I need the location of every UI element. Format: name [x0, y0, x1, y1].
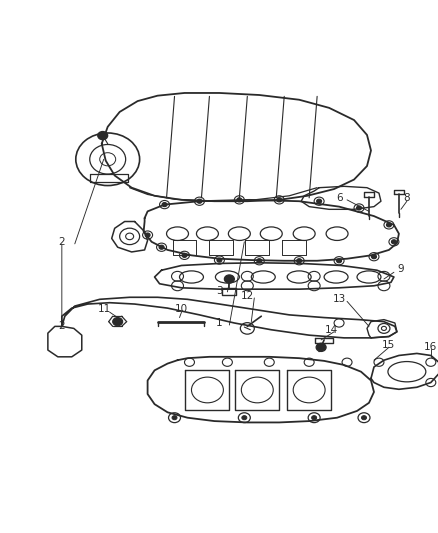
- Text: 11: 11: [98, 304, 111, 314]
- Circle shape: [316, 199, 321, 203]
- Circle shape: [336, 259, 341, 263]
- Circle shape: [276, 198, 281, 202]
- Text: 2: 2: [58, 237, 65, 247]
- Circle shape: [113, 318, 122, 326]
- Text: 8: 8: [403, 193, 409, 203]
- Text: 16: 16: [423, 342, 436, 352]
- Circle shape: [145, 233, 150, 237]
- Text: 13: 13: [332, 294, 345, 304]
- Circle shape: [315, 343, 325, 351]
- Text: 14: 14: [324, 325, 337, 335]
- Circle shape: [172, 416, 177, 420]
- Text: 10: 10: [174, 304, 187, 314]
- Circle shape: [296, 259, 301, 263]
- Circle shape: [385, 223, 391, 227]
- Circle shape: [162, 203, 167, 207]
- Text: 15: 15: [381, 340, 395, 350]
- Text: 3: 3: [215, 286, 222, 295]
- Circle shape: [237, 198, 241, 202]
- Circle shape: [256, 259, 261, 263]
- Text: 12: 12: [240, 291, 253, 301]
- Text: 6: 6: [335, 193, 342, 203]
- Circle shape: [159, 245, 164, 249]
- Circle shape: [371, 255, 376, 259]
- Circle shape: [182, 253, 187, 257]
- Circle shape: [241, 416, 246, 420]
- Circle shape: [360, 416, 366, 420]
- Circle shape: [197, 199, 201, 203]
- Circle shape: [356, 206, 360, 210]
- Text: 9: 9: [397, 264, 403, 274]
- Circle shape: [311, 416, 316, 420]
- Circle shape: [216, 258, 221, 262]
- Circle shape: [98, 132, 107, 140]
- Circle shape: [224, 275, 234, 283]
- Text: 2: 2: [58, 321, 65, 332]
- Circle shape: [391, 240, 396, 244]
- Text: 1: 1: [215, 318, 222, 328]
